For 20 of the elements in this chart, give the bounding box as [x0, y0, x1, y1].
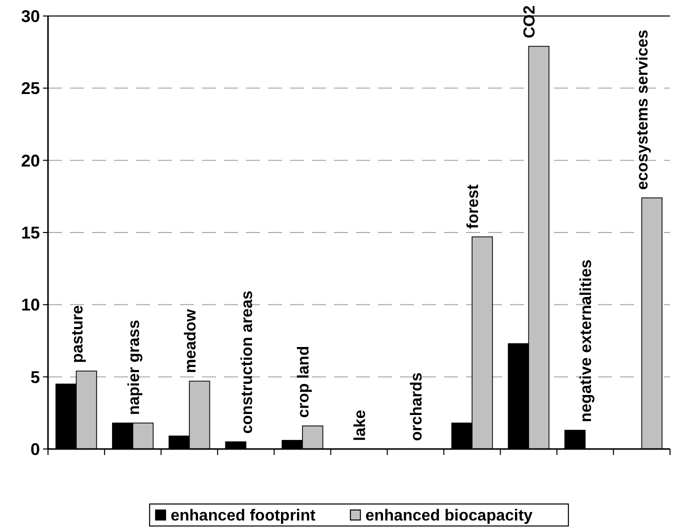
x-tick-label: CO2 — [522, 5, 539, 38]
y-tick-label: 10 — [21, 296, 40, 315]
x-tick-label: ecosystems services — [634, 30, 652, 190]
y-tick-label: 30 — [21, 6, 40, 26]
x-tick-label: orchards — [408, 372, 426, 441]
y-tick-label: 25 — [21, 79, 40, 98]
x-tick-label: lake — [352, 410, 369, 441]
x-tick-label: meadow — [182, 308, 200, 374]
x-tick-label: crop land — [295, 346, 312, 418]
y-tick-label: 5 — [30, 368, 40, 387]
x-tick-label: pasture — [69, 305, 86, 364]
y-tick-label: 0 — [30, 440, 40, 459]
y-tick-label: 20 — [21, 151, 40, 170]
x-tick-label: negative externalities — [578, 259, 596, 422]
x-tick-label: forest — [465, 184, 482, 229]
x-tick-label: construction areas — [238, 290, 256, 434]
legend-label: enhanced biocapacity — [365, 508, 533, 525]
x-tick-label: napier grass — [126, 320, 143, 416]
y-tick-label: 15 — [21, 223, 40, 242]
legend-label: enhanced footprint — [170, 508, 316, 525]
